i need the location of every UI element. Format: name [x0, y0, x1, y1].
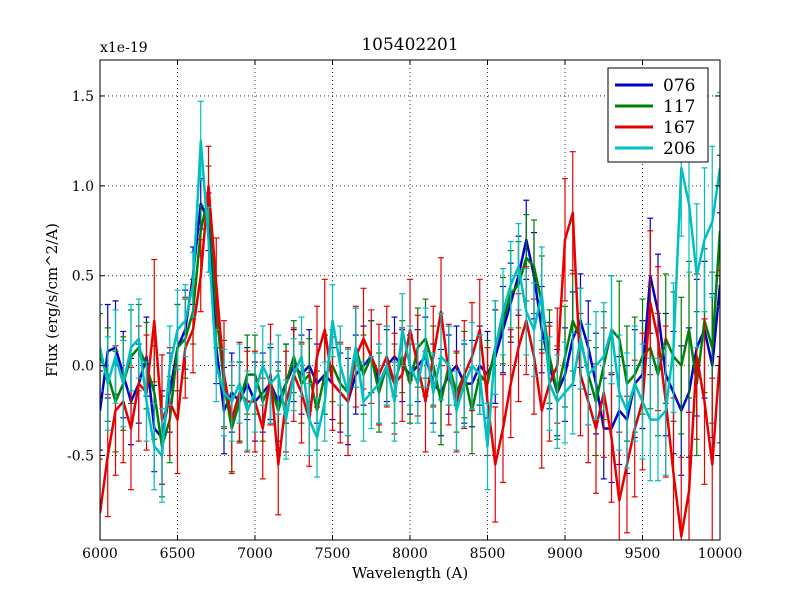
- x-tick-label: 6000: [82, 546, 118, 562]
- x-tick-label: 9500: [625, 546, 661, 562]
- y-axis-label: Flux (erg/s/cm^2/A): [43, 223, 61, 377]
- y-tick-label: 0.0: [72, 359, 94, 375]
- legend-label-076: 076: [663, 76, 695, 96]
- series-206: [100, 91, 720, 503]
- legend-label-117: 117: [663, 97, 695, 117]
- y-tick-label: -0.5: [67, 449, 94, 465]
- x-tick-label: 7000: [237, 546, 273, 562]
- chart-title: 105402201: [361, 35, 458, 55]
- x-tick-label: 9000: [547, 546, 583, 562]
- x-tick-label: 8500: [470, 546, 506, 562]
- y-tick-label: 0.5: [72, 269, 94, 285]
- x-tick-label: 10000: [698, 546, 743, 562]
- y-tick-label: 1.0: [72, 179, 94, 195]
- legend-label-206: 206: [663, 139, 695, 159]
- x-tick-label: 8000: [392, 546, 428, 562]
- x-tick-label: 6500: [160, 546, 196, 562]
- x-axis-label: Wavelength (A): [352, 564, 468, 582]
- series-group: [100, 91, 720, 540]
- axis-ticks: 6000 6500 7000 7500 8000 8500 9000 9500 10000 -0.…: [67, 60, 742, 562]
- y-tick-label: 1.5: [72, 89, 94, 105]
- series-line-206: [100, 139, 720, 457]
- legend-label-167: 167: [663, 118, 695, 138]
- x-tick-label: 7500: [315, 546, 351, 562]
- y-scale-label: x1e-19: [100, 40, 148, 56]
